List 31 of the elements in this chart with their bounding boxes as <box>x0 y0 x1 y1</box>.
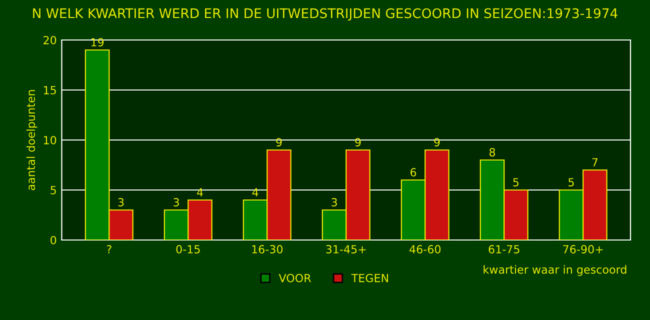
y-tick-label: 15 <box>44 86 56 94</box>
y-axis-title: aantal doelpunten <box>26 90 38 190</box>
y-tick-label: 10 <box>44 136 56 144</box>
data-label: 19 <box>91 38 104 46</box>
data-label: 7 <box>592 158 598 166</box>
x-tick-label: 0-15 <box>176 245 200 254</box>
legend-label: TEGEN <box>351 274 388 282</box>
y-tick-label: 5 <box>50 186 56 194</box>
chart-title: N WELK KWARTIER WERD ER IN DE UITWEDSTRIJDEN GESCOORD IN SEIZOEN:1973-1974 <box>33 8 618 21</box>
y-tick-label: 0 <box>50 236 56 244</box>
data-label: 6 <box>410 168 416 176</box>
x-tick-label: 16-30 <box>252 245 283 254</box>
x-tick-label: 76-90+ <box>563 245 603 254</box>
x-tick-label: ? <box>106 245 112 254</box>
x-axis-title: kwartier waar in gescoord <box>484 265 626 276</box>
data-label: 3 <box>174 198 179 206</box>
data-label: 5 <box>513 178 519 186</box>
x-tick-label: 31-45+ <box>326 245 366 254</box>
data-label: 9 <box>355 138 361 146</box>
x-tick-label: 46-60 <box>410 245 441 254</box>
data-label: 8 <box>489 148 496 156</box>
x-tick-label: 61-75 <box>488 245 520 254</box>
data-label: 3 <box>118 198 124 206</box>
legend-label: VOOR <box>278 274 312 282</box>
data-label: 9 <box>434 138 440 146</box>
y-tick-label: 20 <box>44 36 56 44</box>
data-label: 4 <box>252 188 258 196</box>
data-label: 5 <box>568 178 574 186</box>
data-label: 4 <box>196 188 203 196</box>
data-label: 3 <box>332 198 337 206</box>
data-label: 9 <box>276 138 282 146</box>
